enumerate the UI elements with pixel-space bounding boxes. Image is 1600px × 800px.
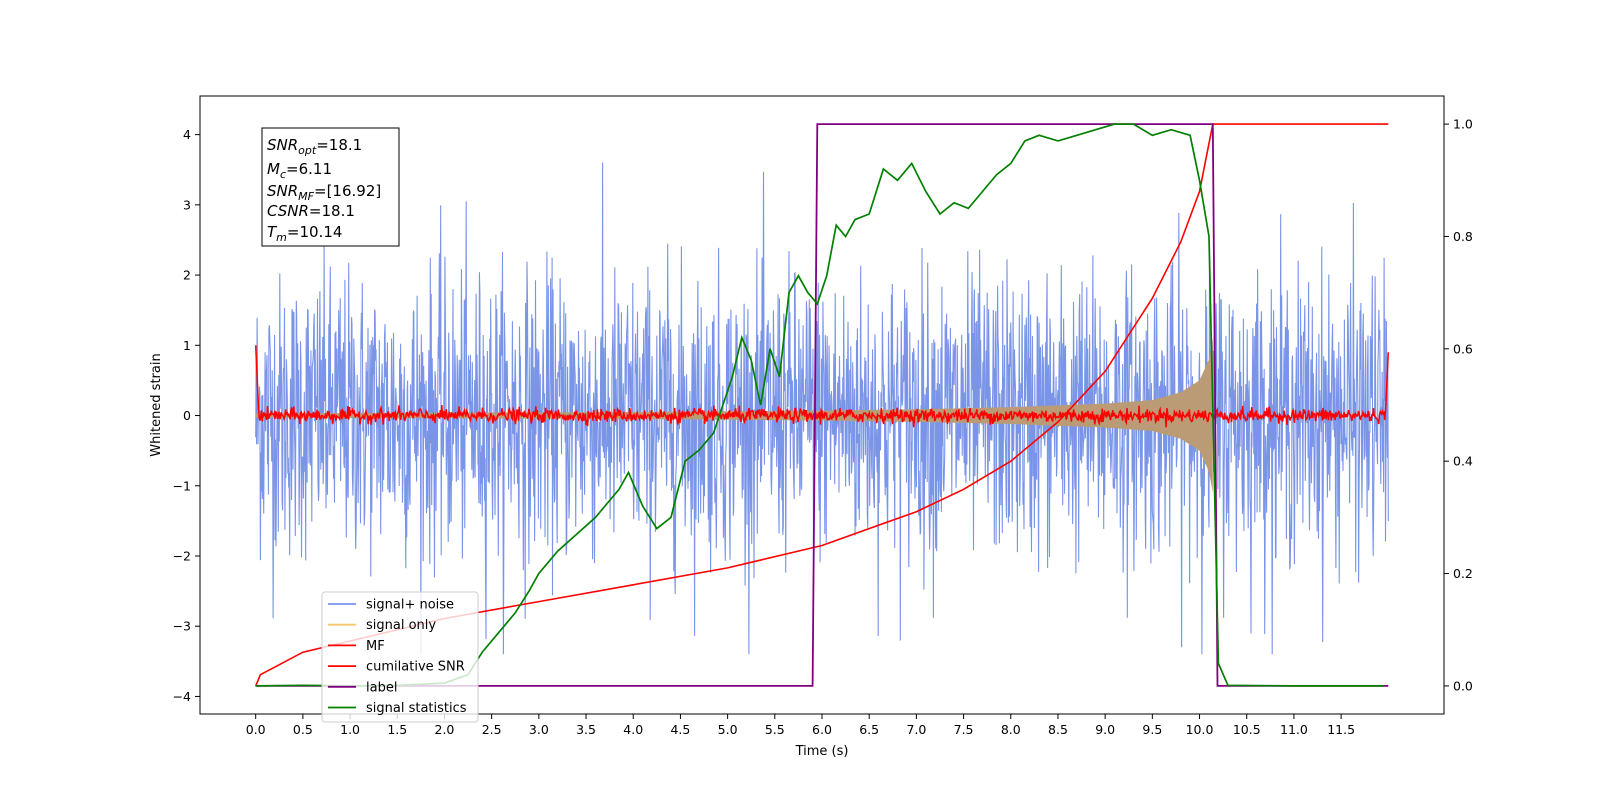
legend-label: cumilative SNR (366, 660, 465, 675)
x-tick-label: 10.5 (1233, 722, 1261, 737)
y-tick-label-left: −3 (173, 619, 191, 634)
info-mc: Mc=6.11 (267, 160, 332, 181)
x-tick-label: 4.0 (623, 722, 643, 737)
x-tick-label: 3.0 (529, 722, 549, 737)
legend: signal+ noise signal only MF cumilative SNR… (321, 591, 479, 723)
x-axis: 0.0 0.5 1.0 1.5 2.0 2.5 3.0 3.5 4.0 4.5 5.0 5.5 6.0 6… (246, 714, 1355, 737)
x-tick-label: 6.0 (812, 722, 832, 737)
x-tick-label: 1.5 (387, 722, 407, 737)
info-tm: Tm=10.14 (267, 223, 342, 244)
legend-label: MF (366, 639, 385, 654)
y-tick-label-right: 1.0 (1453, 117, 1473, 132)
x-tick-label: 11.0 (1280, 722, 1308, 737)
legend-label: signal only (366, 618, 436, 633)
x-tick-label: 2.5 (482, 722, 502, 737)
x-tick-label: 10.0 (1186, 722, 1214, 737)
x-tick-label: 1.0 (340, 722, 360, 737)
series-signal-statistics (255, 123, 1384, 687)
x-tick-label: 0.5 (293, 722, 313, 737)
x-tick-label: 9.0 (1095, 722, 1115, 737)
y-tick-label-left: −2 (173, 548, 191, 563)
y-tick-label-left: −1 (173, 478, 191, 493)
series-signal-noise (255, 162, 1389, 655)
x-tick-label: 0.0 (246, 722, 266, 737)
y-tick-label-right: 0.6 (1453, 341, 1473, 356)
y-tick-label-right: 0.8 (1453, 229, 1473, 244)
series-mf (254, 345, 1390, 428)
y-axis-left: 4 3 2 1 0 −1 −2 −3 −4 (173, 127, 200, 704)
x-axis-label: Time (s) (795, 744, 849, 759)
y-tick-label-right: 0.0 (1453, 678, 1473, 693)
info-snr-opt: SNRopt=18.1 (267, 136, 362, 157)
y-axis-right: 1.0 0.8 0.6 0.4 0.2 0.0 (1444, 117, 1473, 693)
legend-label: signal+ noise (366, 598, 454, 613)
x-tick-label: 5.0 (718, 722, 738, 737)
x-tick-label: 8.5 (1048, 722, 1068, 737)
x-tick-label: 7.5 (954, 722, 974, 737)
legend-label: label (366, 680, 397, 695)
y-tick-label-right: 0.4 (1453, 454, 1473, 469)
y-tick-label-left: −4 (173, 689, 191, 704)
y-tick-label-left: 1 (183, 338, 191, 353)
x-tick-label: 6.5 (859, 722, 879, 737)
x-tick-label: 7.0 (906, 722, 926, 737)
x-tick-label: 8.0 (1001, 722, 1021, 737)
x-tick-label: 9.5 (1142, 722, 1162, 737)
y-tick-label-left: 3 (183, 197, 191, 212)
y-tick-label-right: 0.2 (1453, 566, 1473, 581)
x-tick-label: 5.5 (765, 722, 785, 737)
x-tick-label: 3.5 (576, 722, 596, 737)
info-snr-mf: SNRMF=[16.92] (267, 182, 381, 203)
x-tick-label: 11.5 (1327, 722, 1355, 737)
info-box: SNRopt=18.1 Mc=6.11 SNRMF=[16.92] CSNR=1… (261, 127, 400, 247)
x-tick-label: 2.0 (435, 722, 455, 737)
y-tick-label-left: 0 (183, 408, 191, 423)
y-tick-label-left: 4 (183, 127, 191, 142)
y-tick-label-left: 2 (183, 268, 191, 283)
info-csnr: CSNR=18.1 (267, 202, 355, 220)
x-tick-label: 4.5 (670, 722, 690, 737)
legend-label: signal statistics (366, 701, 467, 716)
y-axis-label: Whitened strain (149, 353, 164, 456)
